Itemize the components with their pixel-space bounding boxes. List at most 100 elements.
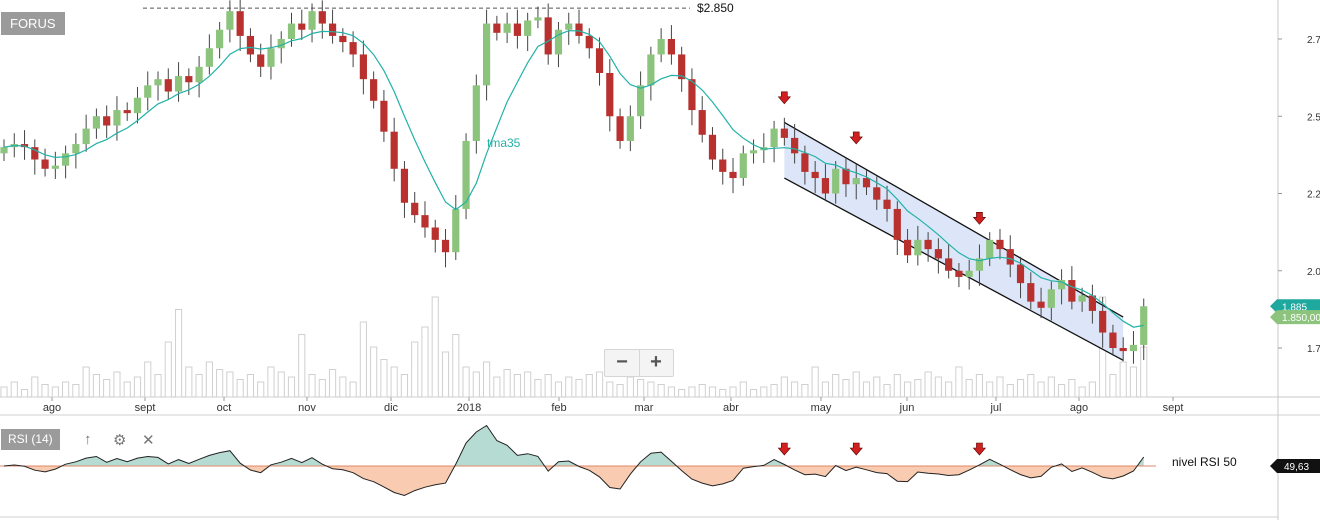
candle-body (554, 29, 563, 55)
candle-body (955, 270, 963, 277)
volume-bar (51, 386, 59, 398)
volume-bar (667, 386, 675, 398)
candle-body (452, 208, 460, 253)
volume-bar (503, 369, 511, 398)
volume-bar (462, 366, 470, 398)
candle-body (1027, 283, 1035, 302)
candle-body (791, 137, 799, 154)
volume-bar (616, 384, 624, 398)
volume-bar (20, 389, 29, 398)
candle-body (133, 97, 142, 114)
volume-bar (626, 376, 634, 398)
candle-body (113, 110, 121, 126)
volume-bar (534, 379, 542, 398)
volume-bar (195, 374, 203, 398)
candle-body (729, 171, 737, 179)
candle-body (31, 147, 39, 160)
volume-bar (688, 386, 696, 398)
candle-body (62, 153, 70, 166)
candle-body (739, 153, 747, 179)
volume-bar (585, 374, 593, 398)
candle-body (544, 17, 552, 55)
volume-bar (708, 386, 717, 398)
volume-bar (647, 381, 655, 398)
volume-bar (637, 379, 645, 398)
volume-bar (103, 379, 111, 398)
volume-bar (934, 376, 942, 398)
volume-bar (565, 376, 573, 398)
zoom-in-button[interactable]: + (650, 351, 662, 373)
zoom-out-button[interactable]: − (605, 350, 640, 376)
volume-bar (390, 366, 398, 398)
candle-body (72, 144, 80, 154)
candle-body (0, 147, 8, 154)
candle-body (657, 39, 665, 55)
volume-bar (657, 384, 665, 398)
volume-bar (92, 374, 100, 398)
gear-icon[interactable]: ⚙ (113, 432, 127, 449)
volume-bar (893, 374, 901, 398)
candle-body (246, 35, 255, 55)
x-tick-label: jun (899, 402, 915, 414)
volume-bar (575, 379, 583, 398)
volume-bar (821, 381, 830, 398)
volume-bar (113, 371, 121, 398)
candle-body (749, 150, 758, 154)
arrow-up-icon[interactable]: ↑ (84, 431, 92, 448)
y-tick-label: 2.250 (1307, 190, 1320, 201)
volume-bar (862, 381, 871, 398)
volume-bar (359, 321, 367, 398)
volume-bar (298, 334, 306, 398)
candle-body (103, 116, 111, 126)
x-tick-label: jul (989, 402, 1001, 414)
volume-bar (246, 374, 255, 398)
close-icon[interactable]: ✕ (142, 432, 155, 449)
volume-bar (986, 381, 994, 398)
candle-body (493, 23, 501, 33)
candle-body (1016, 264, 1025, 284)
volume-bar (164, 341, 172, 398)
y-tick-label: 1.750 (1307, 344, 1320, 355)
rsi-area-above (4, 425, 1144, 466)
candle-body (842, 168, 850, 185)
candle-body (524, 20, 532, 36)
candle-body (1078, 295, 1086, 302)
volume-bar (749, 389, 758, 398)
volume-bar (349, 381, 357, 398)
volume-bar (965, 379, 973, 398)
rsi-panel-title: RSI (14) (1, 429, 60, 450)
volume-bar (144, 361, 152, 398)
candle-body (585, 35, 593, 49)
volume-bar (719, 389, 727, 398)
volume-bar (1109, 374, 1117, 398)
volume-bar (1078, 386, 1086, 398)
volume-bar (832, 374, 840, 398)
volume-bar (277, 371, 285, 398)
candle-body (832, 168, 840, 194)
candle-body (1068, 280, 1076, 302)
candle-body (770, 128, 778, 148)
volume-bar (154, 374, 162, 398)
volume-bar (729, 386, 737, 398)
volume-bar (945, 381, 953, 398)
volume-bar (903, 381, 912, 398)
candle-body (565, 23, 573, 30)
volume-bar (133, 376, 142, 398)
volume-bar (267, 366, 275, 398)
volume-bar (1006, 384, 1014, 398)
volume-bar (924, 371, 932, 398)
x-tick-label: sept (1163, 402, 1184, 414)
volume-bar (996, 376, 1004, 398)
candle-body (205, 48, 213, 67)
candle-body (893, 208, 901, 240)
candle-body (441, 239, 450, 253)
candle-body (257, 54, 265, 67)
volume-bar (791, 381, 799, 398)
volume-bar (1027, 374, 1035, 398)
rsi-value-badge-bg (1270, 459, 1320, 473)
volume-bar (472, 371, 480, 398)
zoom-control: − + (604, 349, 674, 377)
volume-bar (1016, 379, 1025, 398)
